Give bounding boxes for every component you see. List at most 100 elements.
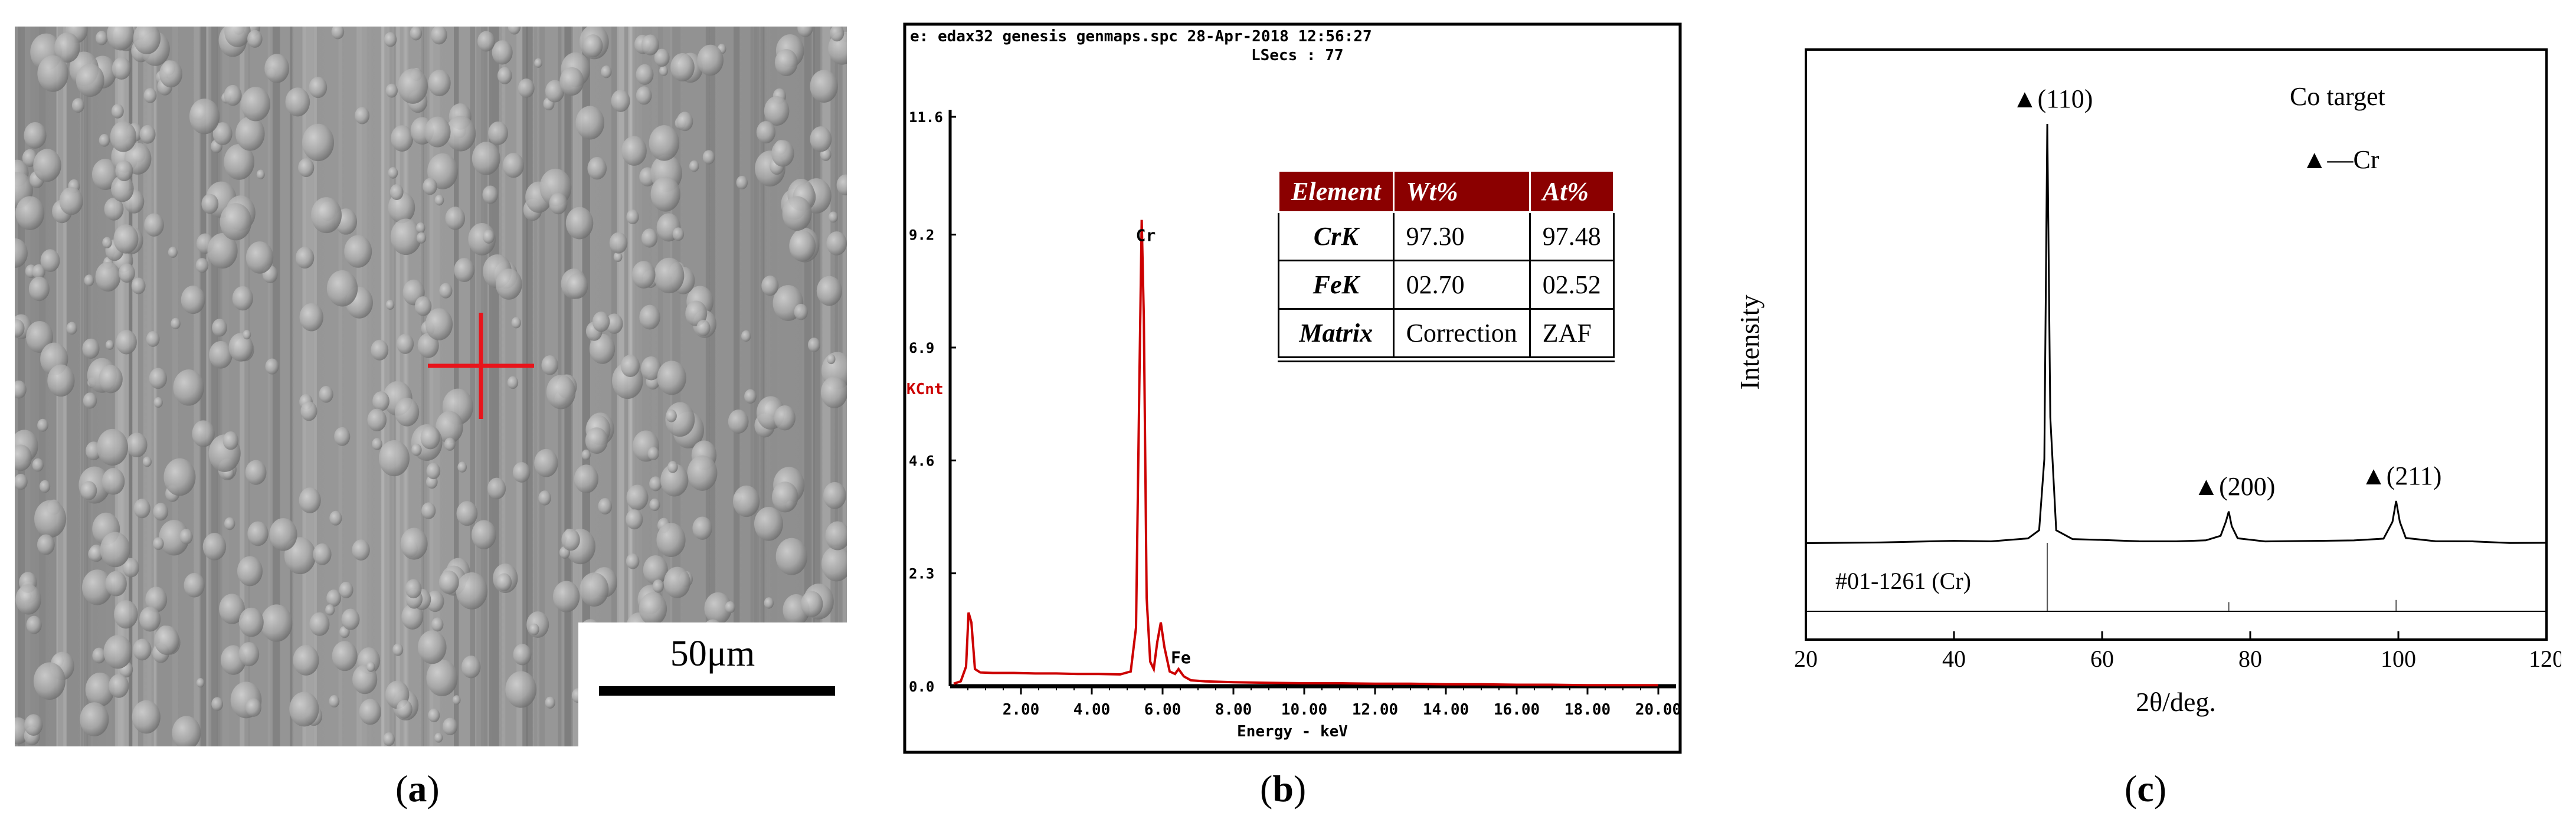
sem-nodule xyxy=(605,313,623,334)
sem-nodule xyxy=(417,333,439,358)
sem-streak xyxy=(362,27,372,746)
sem-nodule xyxy=(771,140,794,167)
sem-nodule xyxy=(483,230,495,244)
sem-nodule xyxy=(171,317,181,330)
sem-nodule xyxy=(410,26,423,41)
sem-nodule xyxy=(398,68,428,104)
xrd-x-tick-label: 100 xyxy=(2381,645,2416,672)
sem-streak xyxy=(83,27,87,746)
sem-nodule xyxy=(378,440,410,477)
sem-nodule xyxy=(426,463,441,480)
sem-nodule xyxy=(33,149,61,182)
sem-nodule xyxy=(487,477,506,500)
table-row: FeK 02.70 02.52 xyxy=(1278,260,1615,310)
sem-nodule xyxy=(653,257,685,294)
sem-streak xyxy=(539,27,545,746)
sem-nodule xyxy=(37,418,48,432)
sem-nodule xyxy=(184,573,205,598)
sem-nodule xyxy=(427,153,459,189)
sem-nodule xyxy=(367,408,387,431)
sem-nodule xyxy=(344,235,372,268)
sem-nodule xyxy=(652,579,664,593)
sem-nodule xyxy=(672,227,685,241)
sem-nodule xyxy=(775,538,808,575)
table-header-cell: Element xyxy=(1278,170,1395,213)
sem-nodule xyxy=(456,501,478,526)
sem-nodule xyxy=(639,592,667,625)
sem-streak xyxy=(267,27,271,746)
composition-table: Element Wt% At% CrK 97.30 97.48 FeK 02.70 02.52… xyxy=(1278,170,1615,362)
sem-nodule xyxy=(372,438,382,450)
sem-nodule xyxy=(414,296,432,316)
sem-nodule xyxy=(219,594,245,624)
sem-nodule xyxy=(513,644,532,666)
sem-streak xyxy=(572,27,583,746)
sem-nodule xyxy=(505,671,537,708)
sem-nodule xyxy=(119,263,135,283)
eds-y-tick-label: 6.9 xyxy=(909,340,934,356)
sem-nodule xyxy=(163,458,196,496)
sem-nodule xyxy=(396,700,413,719)
sem-nodule xyxy=(196,678,205,688)
sem-streak xyxy=(430,27,440,746)
sem-nodule xyxy=(309,612,330,636)
sem-nodule xyxy=(565,207,594,240)
sem-nodule xyxy=(621,136,647,166)
sem-nodule xyxy=(302,123,335,162)
sem-nodule xyxy=(325,604,335,616)
sem-nodule xyxy=(609,232,628,254)
sem-nodule xyxy=(319,386,333,403)
sem-nodule xyxy=(702,150,715,165)
sem-nodule xyxy=(774,405,796,431)
sem-nodule xyxy=(405,579,422,599)
sem-nodule xyxy=(529,623,539,635)
sem-streak xyxy=(526,27,533,746)
sem-nodule xyxy=(696,320,711,336)
sem-nodule xyxy=(457,461,467,473)
sem-nodule xyxy=(80,702,109,736)
sem-nodule xyxy=(685,300,708,327)
sem-nodule xyxy=(636,86,652,105)
sem-nodule xyxy=(329,695,340,708)
sem-nodule xyxy=(482,185,498,204)
sem-nodule xyxy=(692,516,712,540)
sem-nodule xyxy=(126,432,148,458)
sem-nodule xyxy=(641,356,662,381)
table-header-cell: Wt% xyxy=(1392,170,1531,213)
sem-nodule xyxy=(601,65,612,78)
sem-nodule xyxy=(116,330,137,355)
sem-nodule xyxy=(26,321,53,353)
sem-nodule xyxy=(400,527,428,560)
sem-nodule xyxy=(641,34,659,55)
sem-streak xyxy=(421,27,424,746)
sem-nodule xyxy=(534,58,542,68)
sem-streak xyxy=(244,27,250,746)
eds-x-tick-label: 16.00 xyxy=(1494,701,1540,719)
sem-nodule xyxy=(34,500,67,538)
sem-nodule xyxy=(626,209,639,225)
sem-nodule xyxy=(620,355,640,378)
sem-nodule xyxy=(488,121,508,145)
sem-streak xyxy=(502,27,506,746)
sem-nodule xyxy=(212,122,233,146)
sem-nodule xyxy=(300,401,318,421)
sem-nodule xyxy=(492,40,513,65)
xrd-series-line xyxy=(1805,123,2547,544)
sem-nodule xyxy=(439,283,453,299)
sem-nodule xyxy=(383,732,395,746)
sem-nodule xyxy=(352,539,370,561)
sem-streak xyxy=(489,27,499,746)
sem-nodule xyxy=(477,31,495,52)
sem-nodule xyxy=(168,247,178,258)
sem-nodule xyxy=(113,224,139,254)
sem-nodule xyxy=(772,481,798,513)
sem-nodule xyxy=(105,571,127,597)
sem-nodule xyxy=(299,303,323,332)
sem-micrograph xyxy=(2,15,856,753)
sem-nodule xyxy=(566,273,588,299)
eds-y-tick-label: 9.2 xyxy=(909,227,934,244)
xrd-peak-label: ▲(211) xyxy=(2361,461,2441,490)
sem-nodule xyxy=(816,276,842,306)
sem-nodule xyxy=(293,645,319,676)
sem-nodule xyxy=(149,368,168,389)
